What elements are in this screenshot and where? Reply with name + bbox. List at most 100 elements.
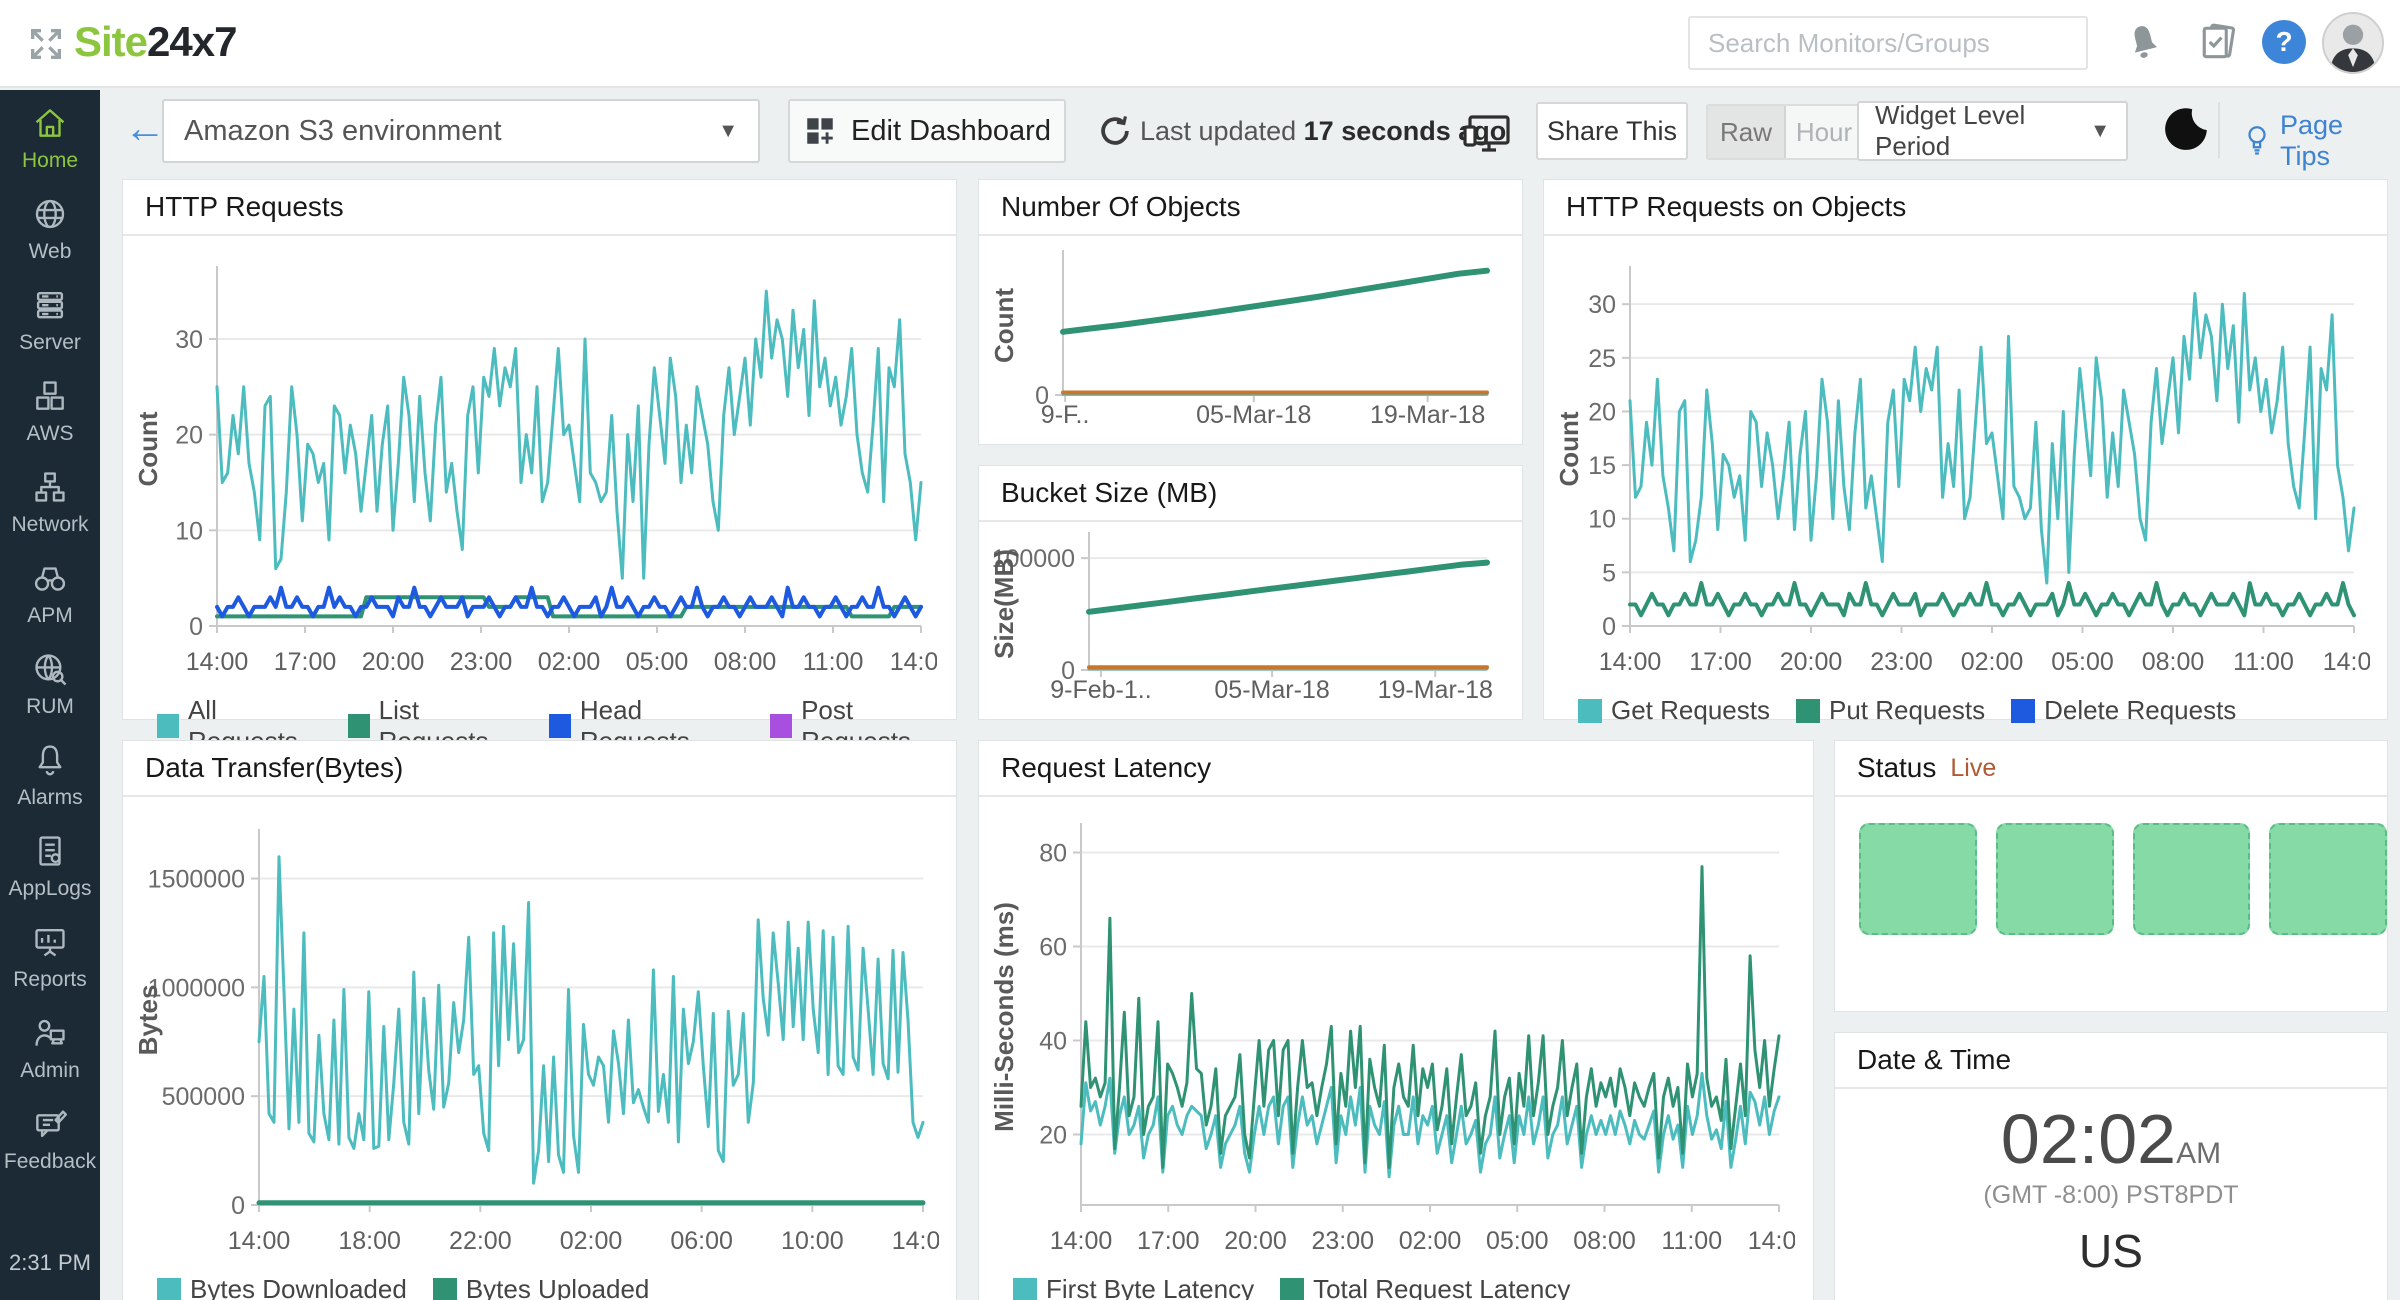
http-requests-on-objects-chart[interactable]: 05101520253014:0017:0020:0023:0002:0005:…	[1544, 236, 2387, 693]
status-live-badge: Live	[1950, 754, 1996, 783]
share-this-button[interactable]: Share This	[1536, 102, 1688, 160]
logo-green: Site	[74, 18, 147, 65]
legend-item[interactable]: Bytes Uploaded	[433, 1274, 650, 1300]
devices-display-icon[interactable]	[1462, 108, 1514, 163]
legend-label: Get Requests	[1611, 695, 1770, 726]
help-icon[interactable]: ?	[2262, 20, 2306, 64]
svg-text:20:00: 20:00	[1224, 1227, 1287, 1255]
page-tips-button[interactable]: Page Tips	[2242, 110, 2400, 172]
user-avatar[interactable]	[2322, 12, 2384, 74]
legend-item[interactable]: First Byte Latency	[1013, 1274, 1254, 1300]
panel-http-requests-on-objects: HTTP Requests on Objects 05101520253014:…	[1543, 179, 2388, 720]
svg-text:0: 0	[231, 1192, 245, 1220]
legend-item[interactable]: Bytes Downloaded	[157, 1274, 407, 1300]
feedback-icon	[31, 1105, 69, 1143]
svg-text:05:00: 05:00	[626, 648, 689, 676]
sidebar-item-apm[interactable]: APM	[0, 559, 100, 628]
site24x7-logo[interactable]: Site24x7	[74, 18, 236, 66]
sidebar-item-home[interactable]: Home	[0, 104, 100, 173]
bucket-size-chart[interactable]: 01000009-Feb-1..05-Mar-1819-Mar-18Size(M…	[979, 522, 1522, 721]
legend-label: Bytes Downloaded	[190, 1274, 407, 1300]
back-arrow-icon[interactable]: ←	[124, 104, 166, 152]
sidebar-item-admin[interactable]: Admin	[0, 1014, 100, 1083]
svg-text:19-Mar-18: 19-Mar-18	[1370, 401, 1485, 429]
legend-item[interactable]: Get Requests	[1578, 695, 1770, 726]
status-tile[interactable]	[1859, 823, 1977, 935]
svg-text:11:00: 11:00	[1661, 1227, 1722, 1255]
panel-number-of-objects: Number Of Objects 09-F..05-Mar-1819-Mar-…	[978, 179, 1523, 445]
sidebar-item-rum[interactable]: RUM	[0, 650, 100, 719]
svg-text:80: 80	[1039, 840, 1067, 868]
share-this-label: Share This	[1547, 116, 1677, 147]
svg-text:20:00: 20:00	[362, 648, 425, 676]
sidebar-item-feedback[interactable]: Feedback	[0, 1105, 100, 1174]
request-latency-chart[interactable]: 2040608014:0017:0020:0023:0002:0005:0008…	[979, 797, 1813, 1272]
sidebar-item-web[interactable]: Web	[0, 195, 100, 264]
legend-item[interactable]: Delete Requests	[2011, 695, 2236, 726]
svg-text:08:00: 08:00	[714, 648, 777, 676]
status-tile[interactable]	[2269, 823, 2387, 935]
legend-swatch	[2011, 699, 2035, 723]
status-tile[interactable]	[1996, 823, 2114, 935]
svg-text:Count: Count	[137, 411, 163, 486]
svg-text:1500000: 1500000	[148, 866, 245, 894]
panel-title: HTTP Requests on Objects	[1566, 191, 1906, 223]
line-chart-svg: 01000009-Feb-1..05-Mar-1819-Mar-18Size(M…	[993, 524, 1505, 716]
svg-text:0: 0	[1602, 613, 1616, 641]
svg-text:02:00: 02:00	[1961, 648, 2024, 676]
sidebar-item-alarms[interactable]: Alarms	[0, 741, 100, 810]
svg-text:17:00: 17:00	[274, 648, 337, 676]
sidebar-item-reports[interactable]: Reports	[0, 923, 100, 992]
svg-text:05-Mar-18: 05-Mar-18	[1196, 401, 1311, 429]
search-input[interactable]	[1688, 16, 2088, 70]
svg-text:14:00: 14:00	[1050, 1227, 1113, 1255]
svg-text:20: 20	[1588, 398, 1616, 426]
legend-swatch	[433, 1278, 457, 1300]
edit-dashboard-button[interactable]: Edit Dashboard	[788, 99, 1066, 163]
legend-item[interactable]: Total Request Latency	[1280, 1274, 1570, 1300]
top-bar: Site24x7 ?	[0, 0, 2400, 88]
svg-text:40: 40	[1039, 1028, 1067, 1056]
clock-timezone: (GMT -8:00) PST8PDT	[1835, 1181, 2387, 1210]
status-tile[interactable]	[2133, 823, 2251, 935]
night-mode-moon-icon[interactable]	[2162, 104, 2212, 159]
panel-status: Status Live	[1834, 740, 2388, 1012]
legend-label: Total Request Latency	[1313, 1274, 1570, 1300]
sidebar-item-aws[interactable]: AWS	[0, 377, 100, 446]
data-transfer-chart[interactable]: 05000001000000150000014:0018:0022:0002:0…	[123, 797, 956, 1272]
svg-text:25: 25	[1588, 345, 1616, 373]
svg-text:14:00: 14:00	[228, 1227, 291, 1255]
tasks-icon[interactable]	[2196, 20, 2240, 69]
dashboard-select-value: Amazon S3 environment	[184, 115, 502, 148]
sidebar-item-applogs[interactable]: AppLogs	[0, 832, 100, 901]
sidebar-item-network[interactable]: Network	[0, 468, 100, 537]
line-chart-svg: 09-F..05-Mar-1819-Mar-18Count	[993, 238, 1505, 441]
dashboard-select[interactable]: Amazon S3 environment ▼	[162, 99, 760, 163]
network-icon	[31, 468, 69, 506]
legend-swatch	[157, 714, 179, 738]
svg-text:Count: Count	[993, 288, 1019, 363]
svg-text:60: 60	[1039, 934, 1067, 962]
legend-swatch	[770, 714, 792, 738]
svg-text:30: 30	[175, 326, 203, 354]
svg-text:9-Feb-1..: 9-Feb-1..	[1050, 676, 1151, 704]
legend-swatch	[1280, 1278, 1304, 1300]
toggle-raw[interactable]: Raw	[1708, 106, 1786, 158]
notifications-bell-icon[interactable]	[2122, 20, 2166, 69]
widget-level-period-select[interactable]: Widget Level Period ▼	[1857, 101, 2128, 161]
svg-text:14:00: 14:00	[892, 1227, 939, 1255]
panel-title: HTTP Requests	[145, 191, 344, 223]
sidebar-clock: 2:31 PM	[0, 1250, 100, 1276]
legend-item[interactable]: Put Requests	[1796, 695, 1985, 726]
http-requests-chart[interactable]: 010203014:0017:0020:0023:0002:0005:0008:…	[123, 236, 956, 693]
toggle-hour[interactable]: Hour	[1786, 106, 1862, 158]
expand-icon[interactable]	[26, 24, 66, 69]
clock-date: 23 Mar 2018	[1835, 1294, 2387, 1300]
refresh-icon[interactable]	[1096, 112, 1134, 155]
number-of-objects-chart[interactable]: 09-F..05-Mar-1819-Mar-18Count	[979, 236, 1522, 446]
svg-text:14:00: 14:00	[1599, 648, 1662, 676]
svg-text:18:00: 18:00	[338, 1227, 401, 1255]
sidebar-item-server[interactable]: Server	[0, 286, 100, 355]
panel-data-transfer: Data Transfer(Bytes) 0500000100000015000…	[122, 740, 957, 1300]
svg-text:23:00: 23:00	[1311, 1227, 1374, 1255]
